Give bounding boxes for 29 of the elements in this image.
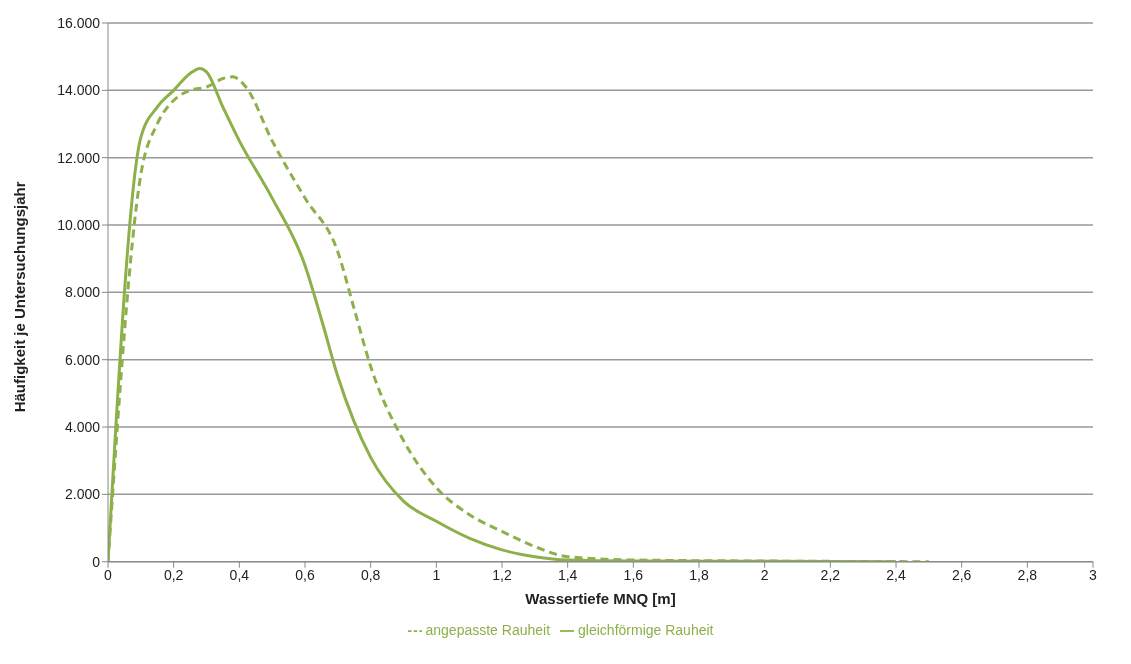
- x-tick-label: 0,4: [229, 566, 250, 583]
- x-tick-label: 2: [760, 566, 769, 583]
- x-tick-label: 1: [432, 566, 441, 583]
- x-tick-label: 2,4: [886, 566, 906, 583]
- legend-label: gleichförmige Rauheit: [578, 621, 714, 638]
- x-tick-label: 0,2: [163, 566, 184, 583]
- y-tick-label: 16.000: [57, 14, 101, 31]
- legend-label: angepasste Rauheit: [425, 621, 551, 638]
- x-tick-label: 1,8: [689, 566, 709, 583]
- y-tick-label: 4.000: [64, 419, 101, 435]
- y-tick-label: 14.000: [57, 82, 101, 99]
- y-tick-label: 2.000: [64, 486, 101, 503]
- x-tick-label: 1,2: [492, 566, 512, 583]
- y-tick-label: 10.000: [57, 216, 101, 233]
- x-tick-label: 3: [1089, 566, 1098, 583]
- x-axis-title: Wassertiefe MNQ [m]: [525, 589, 676, 607]
- x-tick-label: 1,4: [557, 566, 578, 583]
- x-tick-label: 0,8: [360, 566, 381, 583]
- x-tick-label: 0,6: [295, 566, 315, 583]
- x-tick-label: 1,6: [623, 566, 644, 583]
- x-tick-label: 2,2: [820, 566, 841, 583]
- x-tick-label: 0: [104, 566, 113, 583]
- y-axis-title: Häufigkeit je Untersuchungsjahr: [11, 181, 29, 413]
- y-tick-label: 8.000: [64, 284, 101, 301]
- x-tick-label: 2,8: [1017, 566, 1038, 583]
- y-tick-label: 0: [92, 553, 101, 570]
- y-tick-label: 12.000: [57, 149, 101, 166]
- x-tick-label: 2,6: [951, 566, 972, 583]
- y-tick-label: 6.000: [64, 351, 101, 368]
